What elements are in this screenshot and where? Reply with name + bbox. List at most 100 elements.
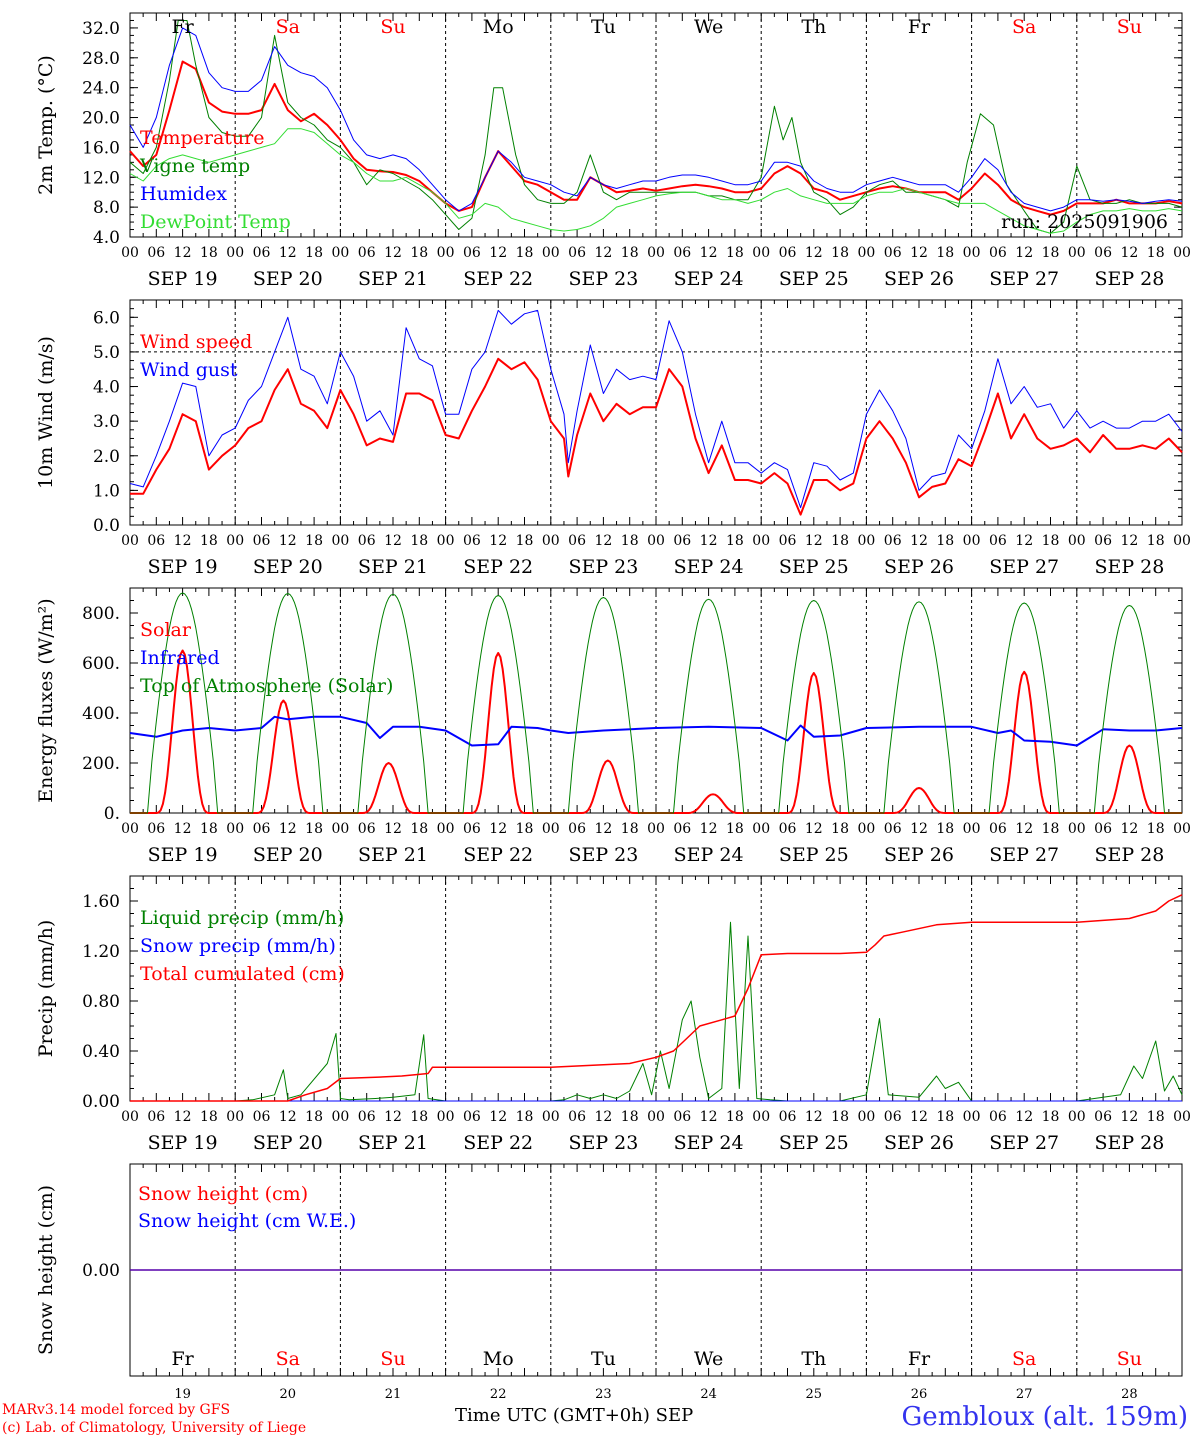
xaxis-title: Time UTC (GMT+0h) SEP [455,1405,693,1426]
date-label: SEP 28 [1094,556,1164,578]
hour-tick-label: 18 [516,533,534,549]
hour-tick-label: 12 [910,533,928,549]
hour-tick-label: 12 [384,245,402,261]
hour-tick-label: 06 [463,533,481,549]
hour-tick-label: 18 [831,245,849,261]
date-label: SEP 22 [463,844,533,866]
series-line-wind-gust [129,309,1183,509]
hour-tick-label: 12 [384,533,402,549]
weekday-label-top: Su [1117,16,1142,38]
day-number-label: 26 [911,1387,928,1402]
panel-precip: 0.00 0.40 0.80 1.20 1.60 Precip (mm/h) Liquid … [35,875,1191,1154]
legend-wind-gust: Wind gust [140,359,238,381]
hour-tick-label: 00 [1173,245,1191,261]
hour-tick-label: 00 [647,245,665,261]
y-tick-label: 12.0 [82,168,120,188]
hour-tick-label: 18 [726,245,744,261]
hour-tick-label: 06 [1094,821,1112,837]
hour-tick-label: 12 [1015,821,1033,837]
hour-tick-label: 18 [410,1109,428,1125]
hour-tick-label: 12 [594,245,612,261]
hour-tick-label: 06 [147,245,165,261]
y-tick-label: 24.0 [82,79,120,99]
legend-solar: Solar [140,619,192,641]
date-label: SEP 23 [568,1132,638,1154]
hour-tick-label: 00 [226,533,244,549]
hour-tick-label: 18 [305,1109,323,1125]
run-label: run: 2025091906 [1001,211,1168,233]
hour-tick-label: 12 [1015,533,1033,549]
hour-tick-label: 18 [621,1109,639,1125]
date-label: SEP 26 [884,844,954,866]
hour-tick-label: 18 [936,533,954,549]
y-tick-label: 1.0 [93,481,120,501]
hour-tick-label: 06 [568,821,586,837]
hour-tick-label: 12 [700,821,718,837]
hour-tick-label: 18 [726,533,744,549]
hour-tick-label: 06 [1094,533,1112,549]
y-tick-label: 5.0 [93,343,120,363]
hour-tick-label: 00 [1173,533,1191,549]
date-label: SEP 28 [1094,268,1164,290]
y-tick-label: 0. [104,804,120,824]
hour-tick-label: 18 [621,533,639,549]
legend-vigne-temp: Vigne temp [139,155,250,177]
date-label: SEP 20 [253,268,323,290]
hour-tick-label: 00 [857,1109,875,1125]
credit-line-1: MARv3.14 model forced by GFS [2,1402,231,1418]
date-label: SEP 20 [253,844,323,866]
weekday-label-top: Fr [908,16,931,38]
y-tick-label: 8.0 [93,198,120,218]
hour-tick-label: 18 [410,821,428,837]
hour-tick-label: 18 [410,533,428,549]
hour-tick-label: 12 [805,533,823,549]
weekday-label-bottom: Mo [483,1348,514,1370]
hour-tick-label: 12 [910,821,928,837]
xaxis-month-label: SEP [655,1405,694,1426]
hour-tick-label: 00 [542,245,560,261]
weekday-label-top: Mo [483,16,514,38]
hour-tick-label: 18 [200,1109,218,1125]
date-label: SEP 21 [358,268,428,290]
hour-tick-label: 00 [331,533,349,549]
hour-tick-label: 00 [226,821,244,837]
legend-top-of-atmosphere-solar-: Top of Atmosphere (Solar) [140,675,393,697]
hour-tick-label: 12 [1120,821,1138,837]
hour-tick-label: 00 [963,1109,981,1125]
station-label: Gembloux (alt. 159m) [901,1402,1188,1432]
hour-tick-label: 00 [1173,821,1191,837]
hour-tick-label: 06 [358,245,376,261]
date-label: SEP 21 [358,556,428,578]
panel-frame [129,299,1183,526]
hour-tick-label: 06 [568,245,586,261]
hour-tick-label: 00 [437,1109,455,1125]
hour-tick-label: 06 [358,821,376,837]
weekday-label-bottom: Th [801,1348,826,1370]
date-label: SEP 25 [779,1132,849,1154]
hour-tick-label: 12 [174,821,192,837]
date-label: SEP 26 [884,268,954,290]
hour-tick-label: 06 [779,533,797,549]
hour-tick-label: 06 [358,533,376,549]
y-tick-label: 200. [82,754,120,774]
hour-tick-label: 12 [594,533,612,549]
hour-tick-label: 00 [963,533,981,549]
hour-tick-label: 00 [437,821,455,837]
weekday-label-bottom: We [694,1348,723,1370]
hour-tick-label: 00 [752,821,770,837]
y-tick-label: 32.0 [82,19,120,39]
y-axis-label: Energy fluxes (W/m²) [35,598,57,802]
weekday-label-bottom: Su [1117,1348,1142,1370]
hour-tick-label: 00 [752,533,770,549]
hour-tick-label: 00 [857,821,875,837]
hour-tick-label: 00 [331,245,349,261]
hour-tick-label: 18 [1147,533,1165,549]
hour-tick-label: 06 [673,533,691,549]
date-label: SEP 19 [148,1132,218,1154]
hour-tick-label: 00 [857,245,875,261]
hour-tick-label: 12 [805,1109,823,1125]
hour-tick-label: 18 [305,821,323,837]
hour-tick-label: 12 [805,245,823,261]
hour-tick-label: 06 [1094,245,1112,261]
